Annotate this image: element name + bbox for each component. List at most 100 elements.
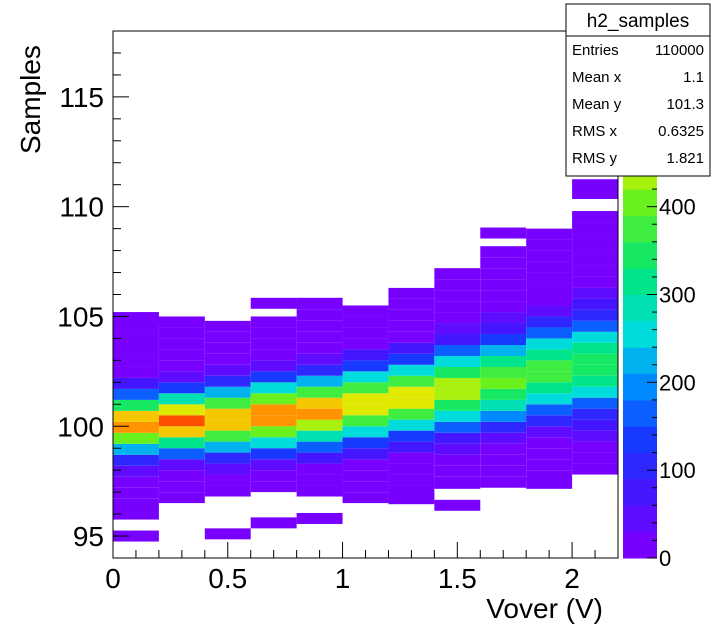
heatmap-cell (526, 404, 573, 416)
heatmap-cell (204, 408, 251, 420)
heatmap-cell (296, 512, 343, 524)
heatmap-cell (204, 452, 251, 464)
heatmap-cell (480, 334, 527, 346)
heatmap-cell (480, 323, 527, 335)
heatmap-cell (388, 441, 435, 453)
heatmap-cell (113, 388, 159, 400)
heatmap-cell (480, 399, 527, 411)
heatmap-cell (158, 338, 205, 350)
heatmap-cell (250, 404, 297, 416)
heatmap-cell (204, 430, 251, 442)
stat-label: Mean x (572, 69, 622, 86)
heatmap-cell (572, 233, 618, 244)
heatmap-cell (480, 279, 527, 291)
heatmap-cell (388, 375, 435, 387)
heatmap-cell (480, 227, 527, 239)
palette-swatch (623, 531, 657, 559)
heatmap-cell (572, 441, 618, 453)
heatmap-cell (342, 470, 389, 482)
heatmap-cell (526, 371, 573, 383)
heatmap-cell (388, 493, 435, 505)
heatmap-cell (434, 399, 481, 411)
heatmap-cell (572, 397, 618, 409)
heatmap-cell (572, 408, 618, 420)
stat-label: Mean y (572, 96, 622, 113)
heatmap-cell (158, 327, 205, 339)
heatmap-cell (158, 349, 205, 361)
heatmap-cell (113, 508, 159, 520)
heatmap-cell (572, 179, 618, 191)
heatmap-cell (342, 459, 389, 471)
stats-box: h2_samples Entries 110000 Mean x 1.1 Mea… (565, 3, 711, 177)
heatmap-cell (388, 331, 435, 343)
heatmap-cell (434, 388, 481, 400)
heatmap-cell (113, 366, 159, 378)
heatmap-cell (158, 426, 205, 438)
heatmap-cell (434, 355, 481, 367)
heatmap-cell (113, 498, 159, 510)
heatmap-cell (113, 315, 159, 327)
heatmap-cell (572, 276, 618, 288)
heatmap-cell (434, 432, 481, 444)
heatmap-cell (296, 386, 343, 398)
heatmap-cell (434, 499, 481, 511)
heatmap-cell (526, 393, 573, 405)
heatmap-cell (480, 432, 527, 444)
heatmap-cell (158, 459, 205, 471)
heatmap-cell (526, 228, 573, 240)
palette-swatch (623, 294, 657, 322)
heatmap-cell (480, 421, 527, 433)
palette-swatch (623, 268, 657, 295)
heatmap-cell (204, 419, 251, 431)
heatmap-cell (572, 342, 618, 354)
heatmap-cell (388, 430, 435, 442)
heatmap-cell (250, 517, 297, 529)
heatmap-cell (250, 437, 297, 449)
heatmap-cell (158, 437, 205, 449)
heatmap-cell (526, 349, 573, 361)
heatmap-cell (526, 327, 573, 339)
heatmap-cell (113, 530, 159, 542)
heatmap-cell (342, 426, 389, 438)
heatmap-cell (342, 316, 389, 328)
heatmap-cell (296, 463, 343, 475)
heatmap-cell (388, 419, 435, 431)
heatmap-cell (342, 338, 389, 350)
heatmap-cell (250, 349, 297, 361)
x-axis: 0 0.5 1 1.5 2 (105, 542, 619, 594)
heatmap-cell (342, 448, 389, 460)
heatmap-cell (296, 397, 343, 409)
heatmap-cell (388, 342, 435, 354)
heatmap-cell (113, 465, 159, 477)
z-tick-label: 0 (659, 546, 671, 571)
heatmap-cell (526, 305, 573, 317)
heatmap-cell (158, 448, 205, 460)
heatmap-cell (526, 437, 573, 449)
heatmap-cell (296, 297, 343, 309)
stats-box-frame (565, 3, 711, 177)
heatmap-cells (113, 179, 618, 542)
heatmap-cell (296, 309, 343, 321)
heatmap-cell (434, 268, 481, 280)
heatmap-cell (388, 364, 435, 376)
heatmap-cell (113, 421, 159, 433)
heatmap-cell (388, 474, 435, 486)
heatmap-cell (526, 459, 573, 471)
heatmap-cell (113, 377, 159, 389)
palette-swatch (623, 241, 657, 269)
heatmap-cell (526, 338, 573, 350)
z-tick-label: 200 (659, 370, 696, 395)
x-tick-label: 0 (105, 563, 121, 594)
heatmap-cell (526, 382, 573, 394)
heatmap-cell (572, 211, 618, 223)
x-tick-label: 2 (564, 563, 580, 594)
heatmap-cell (434, 301, 481, 313)
heatmap-cell (296, 320, 343, 332)
heatmap-cell (113, 410, 159, 422)
y-axis-label: Samples (15, 45, 46, 154)
heatmap-cell (434, 421, 481, 433)
heatmap-cell (296, 331, 343, 343)
heatmap-cell (572, 320, 618, 332)
heatmap-cell (480, 355, 527, 367)
heatmap-cell (250, 371, 297, 383)
